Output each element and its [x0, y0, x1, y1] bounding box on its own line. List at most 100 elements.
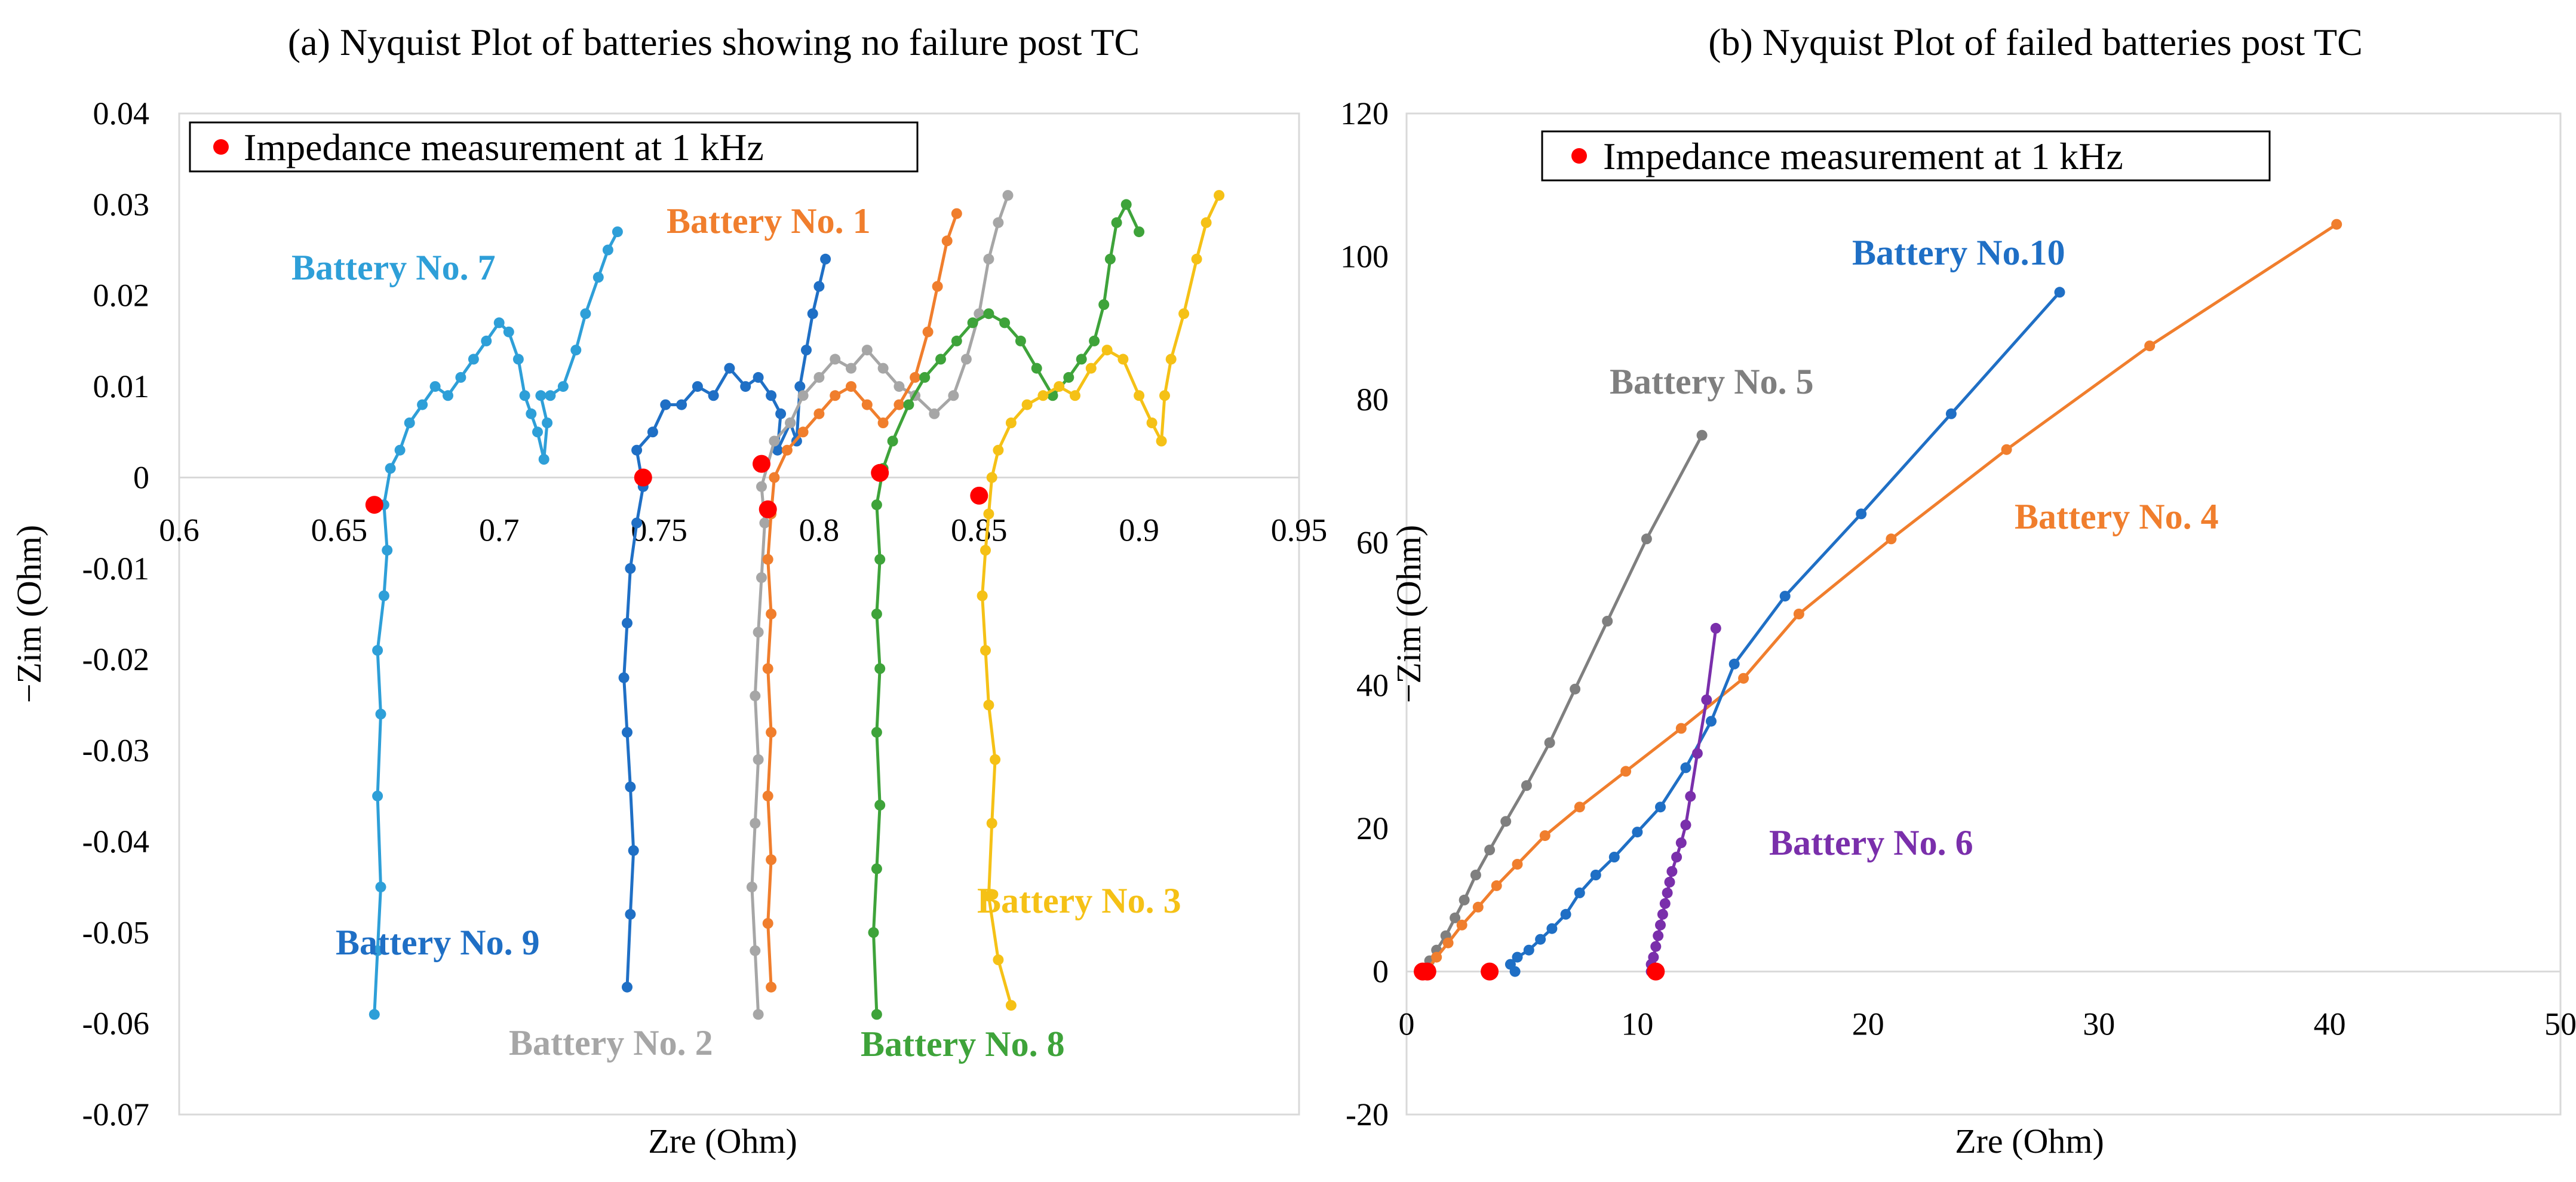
- chart-a-y-tick-label: -0.04: [82, 824, 149, 859]
- label-battery-8: Battery No. 8: [861, 1024, 1065, 1064]
- data-point-battery-no-2: [756, 572, 767, 584]
- impedance-1khz-marker-battery-no-4: [1418, 962, 1436, 981]
- data-point-battery-no-9: [807, 308, 818, 320]
- data-point-battery-no-5: [1500, 816, 1512, 827]
- data-point-battery-no-3: [983, 508, 994, 520]
- chart-b-y-axis-label: −Zim (Ohm): [1389, 525, 1428, 704]
- data-point-battery-no-2: [769, 435, 780, 447]
- data-point-battery-no-8: [871, 499, 882, 511]
- chart-a-x-tick-label: 0.75: [631, 512, 687, 548]
- label-battery-10: Battery No.10: [1852, 233, 2065, 272]
- data-point-battery-no-8: [919, 372, 931, 383]
- data-point-battery-no-10: [1945, 408, 1957, 419]
- data-point-battery-no-3: [1070, 390, 1080, 401]
- data-point-battery-no-6: [1671, 852, 1682, 862]
- data-point-battery-no-1: [762, 790, 773, 802]
- data-point-battery-no-7: [612, 226, 623, 238]
- data-point-battery-no-7: [404, 417, 415, 428]
- data-point-battery-no-1: [766, 727, 777, 738]
- label-battery-2: Battery No. 2: [509, 1023, 713, 1063]
- impedance-1khz-marker-battery-no-6: [1647, 962, 1665, 981]
- chart-a-y-tick-label: -0.07: [82, 1097, 149, 1132]
- label-battery-6: Battery No. 6: [1769, 823, 1973, 862]
- data-point-battery-no-3: [1191, 253, 1202, 265]
- data-point-battery-no-4: [1620, 766, 1632, 777]
- data-point-battery-no-2: [750, 945, 761, 956]
- chart-a-x-tick-label: 0.65: [311, 512, 368, 548]
- data-point-battery-no-10: [1590, 870, 1601, 880]
- data-point-battery-no-7: [602, 244, 613, 256]
- chart-b-x-tick-label: 0: [1399, 1006, 1415, 1042]
- data-point-battery-no-5: [1570, 683, 1581, 695]
- data-point-battery-no-1: [813, 408, 825, 419]
- data-point-battery-no-3: [1178, 308, 1190, 320]
- data-point-battery-no-6: [1662, 887, 1673, 898]
- impedance-1khz-marker-battery-no-3: [970, 486, 988, 505]
- data-point-battery-no-9: [628, 845, 639, 856]
- data-point-battery-no-1: [861, 399, 873, 410]
- chart-b-y-tick-label: 120: [1340, 96, 1389, 131]
- chart-a: (a) Nyquist Plot of batteries showing no…: [10, 21, 1327, 1160]
- chart-b-x-axis-label: Zre (Ohm): [1955, 1122, 2104, 1160]
- chart-b-series-labels: Battery No. 5 Battery No. 4 Battery No.1…: [1610, 233, 2219, 862]
- chart-b-y-tick-label: 80: [1356, 382, 1389, 417]
- data-point-battery-no-7: [538, 454, 549, 465]
- data-point-battery-no-1: [766, 854, 777, 865]
- data-point-battery-no-7: [481, 335, 492, 346]
- data-point-battery-no-1: [941, 235, 953, 247]
- data-point-battery-no-8: [868, 927, 879, 938]
- data-point-battery-no-7: [385, 463, 396, 474]
- data-point-battery-no-3: [1201, 217, 1212, 228]
- data-point-battery-no-3: [980, 545, 991, 556]
- data-point-battery-no-5: [1470, 870, 1481, 880]
- chart-a-markers: [365, 455, 988, 518]
- data-point-battery-no-8: [874, 663, 886, 674]
- data-point-battery-no-3: [1037, 390, 1049, 401]
- data-point-battery-no-1: [910, 372, 921, 383]
- data-point-battery-no-9: [692, 381, 703, 392]
- impedance-1khz-marker-battery-no-10: [1481, 962, 1499, 981]
- chart-b-markers: [1414, 962, 1665, 981]
- data-point-battery-no-3: [1021, 399, 1033, 410]
- data-point-battery-no-7: [455, 372, 466, 383]
- data-point-battery-no-3: [986, 472, 997, 483]
- data-point-battery-no-9: [625, 908, 636, 920]
- data-point-battery-no-4: [1539, 830, 1550, 842]
- data-point-battery-no-8: [999, 317, 1011, 328]
- data-point-battery-no-9: [631, 444, 643, 456]
- chart-b-y-tick-label: 100: [1340, 238, 1389, 274]
- data-point-battery-no-3: [1005, 417, 1017, 428]
- data-point-battery-no-2: [797, 390, 809, 401]
- data-point-battery-no-2: [830, 354, 841, 365]
- data-point-battery-no-8: [1104, 253, 1116, 265]
- data-point-battery-no-3: [1156, 435, 1167, 447]
- data-point-battery-no-2: [993, 217, 1004, 228]
- data-point-battery-no-9: [753, 372, 764, 383]
- chart-a-x-tick-label: 0.85: [951, 512, 1008, 548]
- data-point-battery-no-7: [493, 317, 505, 328]
- chart-a-x-tick-label: 0.8: [799, 512, 840, 548]
- data-point-battery-no-9: [740, 381, 751, 392]
- data-point-battery-no-7: [503, 326, 514, 337]
- data-point-battery-no-2: [1002, 190, 1014, 201]
- data-point-battery-no-6: [1685, 791, 1696, 802]
- data-point-battery-no-7: [592, 272, 604, 283]
- chart-a-y-tick-label: 0.03: [93, 186, 150, 222]
- data-point-battery-no-10: [1546, 923, 1558, 934]
- data-point-battery-no-2: [785, 417, 796, 428]
- chart-a-x-tick-label: 0.95: [1271, 512, 1328, 548]
- impedance-1khz-marker-battery-no-8: [871, 463, 889, 482]
- data-point-battery-no-10: [1505, 959, 1516, 970]
- label-battery-9: Battery No. 9: [336, 923, 540, 962]
- data-point-battery-no-8: [1031, 363, 1042, 374]
- label-battery-7: Battery No. 7: [291, 248, 496, 287]
- series-line-battery-no-5: [1421, 434, 1703, 971]
- data-point-battery-no-8: [871, 727, 882, 738]
- data-point-battery-no-10: [1608, 852, 1620, 862]
- impedance-1khz-marker-battery-no-1: [759, 500, 777, 518]
- label-battery-5: Battery No. 5: [1610, 362, 1814, 401]
- data-point-battery-no-5: [1696, 429, 1708, 441]
- data-point-battery-no-4: [1491, 880, 1502, 891]
- data-point-battery-no-7: [545, 390, 556, 401]
- impedance-1khz-marker-battery-no-2: [753, 455, 770, 473]
